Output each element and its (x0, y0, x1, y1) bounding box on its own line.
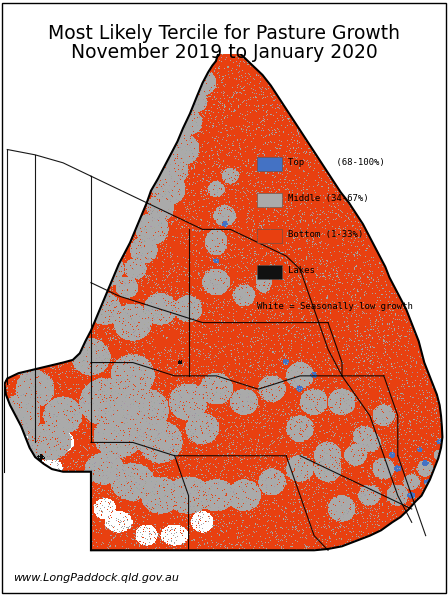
Bar (257, 265, 282, 279)
Text: November 2019 to January 2020: November 2019 to January 2020 (71, 43, 377, 62)
Text: Bottom (1-33%): Bottom (1-33%) (289, 231, 364, 240)
Bar (257, 229, 282, 243)
Text: Top      (68-100%): Top (68-100%) (289, 159, 385, 167)
Text: White = Seasonally low growth: White = Seasonally low growth (257, 302, 413, 312)
Text: Middle (34-67%): Middle (34-67%) (289, 194, 369, 203)
Bar (257, 157, 282, 171)
Text: Lakes: Lakes (289, 266, 315, 275)
Text: www.LongPaddock.qld.gov.au: www.LongPaddock.qld.gov.au (13, 573, 179, 583)
Text: Most Likely Tercile for Pasture Growth: Most Likely Tercile for Pasture Growth (48, 24, 400, 43)
Bar (257, 193, 282, 207)
